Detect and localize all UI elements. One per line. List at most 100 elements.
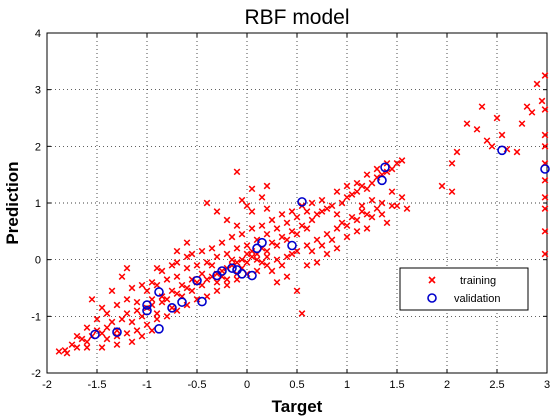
validation-point [377, 175, 387, 186]
training-point [193, 262, 201, 269]
training-point [318, 242, 326, 249]
training-point [463, 120, 471, 127]
training-point [288, 208, 296, 215]
training-point [438, 182, 446, 190]
training-point [303, 225, 311, 232]
training-point [133, 298, 141, 306]
training-point [148, 279, 156, 286]
training-point [378, 211, 386, 218]
validation-series [90, 145, 550, 340]
training-point [343, 222, 351, 229]
training-point [333, 245, 341, 252]
training-point [263, 262, 271, 269]
training-point [233, 245, 241, 252]
training-point [353, 188, 361, 195]
training-point [248, 208, 256, 215]
validation-point [154, 287, 164, 297]
training-point [143, 287, 151, 295]
training-point [338, 219, 346, 227]
training-point [208, 245, 216, 252]
training-point [228, 233, 236, 241]
training-point [243, 250, 251, 258]
training-point [293, 213, 301, 221]
training-point [168, 287, 176, 295]
training-point [323, 205, 331, 212]
training-point [243, 259, 251, 266]
training-point [388, 188, 396, 195]
training-point [273, 242, 281, 249]
training-point [98, 304, 106, 312]
training-point [313, 259, 321, 266]
training-point [128, 338, 136, 346]
training-point [163, 313, 171, 320]
training-point [343, 194, 351, 201]
training-point [93, 315, 101, 323]
training-point [473, 126, 481, 133]
training-point [483, 137, 491, 144]
training-point [528, 109, 536, 116]
training-point [368, 179, 376, 187]
training-point [103, 335, 111, 343]
training-point [333, 211, 341, 218]
training-point [223, 281, 231, 289]
training-point [283, 236, 291, 244]
training-point [303, 242, 311, 249]
training-point [388, 165, 396, 173]
training-point [368, 196, 376, 204]
training-point [148, 296, 156, 303]
training-point [273, 225, 281, 232]
training-point [308, 247, 316, 255]
training-point [238, 196, 246, 204]
training-point [541, 250, 549, 258]
training-point [328, 202, 336, 210]
validation-point [142, 300, 152, 310]
training-point [348, 191, 356, 198]
training-point [293, 287, 301, 295]
training-point [173, 247, 181, 255]
training-point [198, 247, 206, 255]
training-point [538, 97, 546, 105]
training-point [398, 157, 406, 164]
training-point [328, 236, 336, 244]
training-point [238, 230, 246, 238]
training-point [163, 276, 171, 283]
training-point [263, 182, 271, 190]
training-point [173, 259, 181, 266]
training-point [313, 236, 321, 244]
training-point [88, 296, 96, 303]
training-point [318, 208, 326, 215]
training-point [448, 160, 456, 167]
training-point [78, 335, 86, 343]
training-point [158, 267, 166, 275]
validation-point [167, 303, 177, 313]
chart-title: RBF model [244, 6, 349, 29]
training-point [148, 327, 156, 334]
training-point [208, 262, 216, 269]
training-point [541, 177, 549, 184]
training-point [103, 310, 111, 317]
training-point [223, 276, 231, 283]
training-point [163, 296, 171, 303]
training-point [343, 233, 351, 241]
training-point [118, 273, 126, 280]
training-point [388, 202, 396, 210]
training-point [248, 185, 256, 193]
training-point [158, 298, 166, 306]
training-point [233, 222, 241, 229]
training-point [283, 273, 291, 280]
axis-ticks: -2 -1.5 -1 -0.5 0 0.5 1 1.5 2 2.5 3 -2 -1 0 1 2 3 4 [31, 28, 550, 391]
legend: training validation [399, 267, 529, 311]
training-point [83, 338, 91, 346]
x-tick-label: 2 [444, 379, 450, 391]
training-point [258, 222, 266, 229]
training-point [498, 131, 506, 139]
training-point [223, 250, 231, 258]
training-point [213, 208, 221, 215]
training-point [533, 80, 541, 88]
training-point [273, 256, 281, 263]
training-point [308, 199, 316, 207]
training-point [343, 182, 351, 190]
training-point [83, 324, 91, 331]
validation-point [112, 327, 122, 338]
training-point [123, 310, 131, 317]
